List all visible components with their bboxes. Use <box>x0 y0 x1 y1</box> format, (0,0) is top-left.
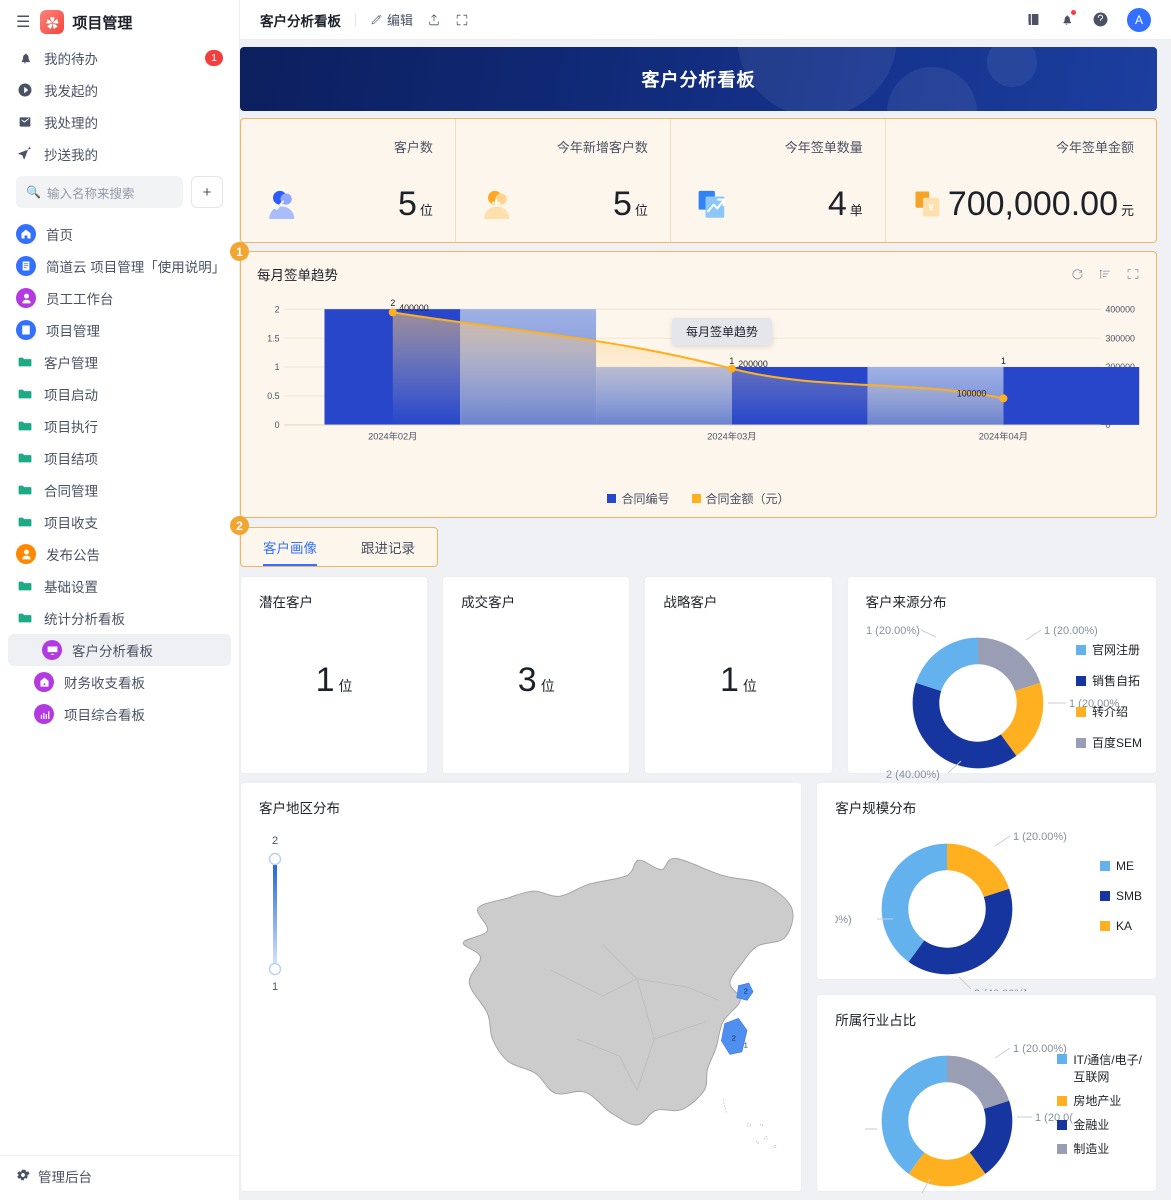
svg-text:0: 0 <box>275 420 280 430</box>
svg-text:2024年02月: 2024年02月 <box>368 430 417 441</box>
svg-text:1 (20.00%): 1 (20.00%) <box>866 625 920 637</box>
svg-text:2 (40.00%): 2 (40.00%) <box>886 769 940 781</box>
svg-text:1 (20.00%): 1 (20.00%) <box>1044 625 1098 637</box>
svg-text:1: 1 <box>729 356 734 366</box>
svg-text:1: 1 <box>275 362 280 372</box>
svg-text:400000: 400000 <box>399 303 429 313</box>
svg-text:1 (20.00%): 1 (20.00%) <box>1013 831 1067 843</box>
svg-text:2: 2 <box>732 1034 736 1043</box>
svg-text:400000: 400000 <box>1105 304 1135 314</box>
svg-text:1: 1 <box>1001 356 1006 366</box>
svg-text:100000: 100000 <box>957 389 987 399</box>
svg-text:2: 2 <box>275 304 280 314</box>
svg-text:0.5: 0.5 <box>267 391 279 401</box>
svg-text:2: 2 <box>744 986 748 995</box>
svg-text:1.5: 1.5 <box>267 333 279 343</box>
svg-text:¥: ¥ <box>928 202 934 212</box>
svg-text:2: 2 <box>390 298 395 308</box>
svg-text:(40.00%): (40.00%) <box>835 914 852 926</box>
svg-text:2024年04月: 2024年04月 <box>979 430 1028 441</box>
svg-text:2024年03月: 2024年03月 <box>707 430 756 441</box>
svg-text:300000: 300000 <box>1105 333 1135 343</box>
svg-text:2 (40.00%): 2 (40.00%) <box>974 988 1028 991</box>
svg-text:200000: 200000 <box>738 359 768 369</box>
svg-text:1: 1 <box>744 1041 748 1050</box>
